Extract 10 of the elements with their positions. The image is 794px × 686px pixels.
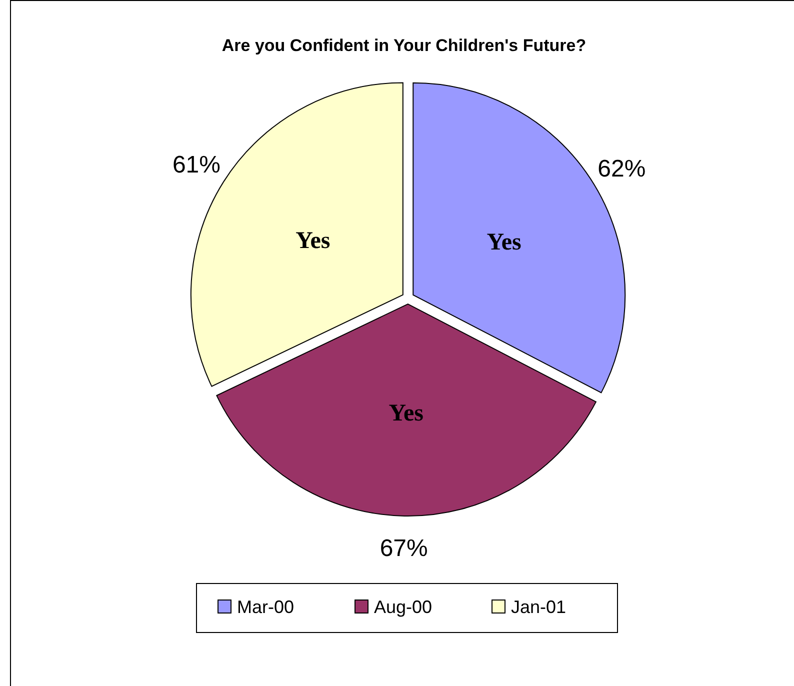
chart-title: Are you Confident in Your Children's Future? [222, 36, 586, 55]
data-label: 61% [172, 152, 220, 179]
legend-label: Jan-01 [511, 597, 566, 617]
text: Yes [296, 228, 330, 254]
legend-label: Aug-00 [374, 597, 432, 617]
data-label: 62% [598, 155, 646, 182]
data-label: 67% [380, 534, 428, 562]
text: Yes [388, 400, 424, 426]
text: Yes [486, 230, 522, 256]
legend-label: Mar-00 [237, 597, 294, 617]
